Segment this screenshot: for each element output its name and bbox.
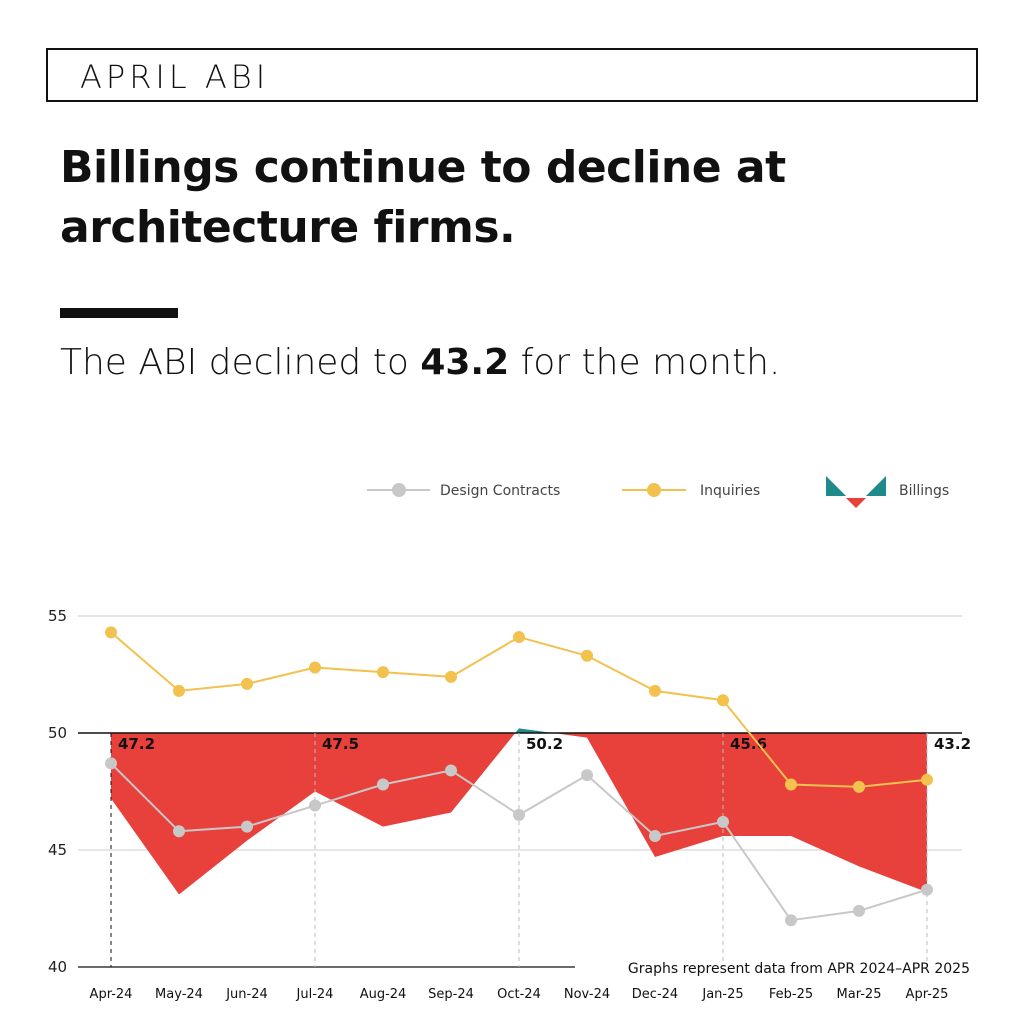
legend-design-contracts-marker <box>392 483 406 497</box>
inquiries-point <box>717 694 729 707</box>
design-contracts-point <box>105 757 117 770</box>
inquiries-point <box>241 677 253 690</box>
legend-design-contracts-label: Design Contracts <box>440 483 560 499</box>
billings-segment-below <box>111 733 179 895</box>
legend: Design Contracts Inquiries Billings <box>367 476 949 508</box>
legend-billings-label: Billings <box>899 483 949 499</box>
subheadline: The ABI declined to 43.2 for the month. <box>60 342 780 383</box>
inquiries-point <box>513 631 525 644</box>
x-tick-label: Apr-25 <box>906 987 949 1002</box>
inquiries-point <box>581 649 593 662</box>
design-contracts-point <box>241 820 253 833</box>
divider-rule <box>60 308 178 318</box>
billings-segment-below <box>791 733 859 867</box>
eyebrow-box: APRIL ABI <box>46 48 978 102</box>
x-tick-label: Jan-25 <box>701 987 743 1002</box>
x-tick-label: Mar-25 <box>837 987 882 1002</box>
subheadline-value: 43.2 <box>420 342 510 383</box>
billings-segment-below <box>723 733 791 836</box>
inquiries-point <box>309 661 321 674</box>
footnote: Graphs represent data from APR 2024–APR … <box>628 961 970 977</box>
design-contracts-point <box>173 825 185 838</box>
x-tick-label: Aug-24 <box>360 987 407 1002</box>
eyebrow-label: APRIL ABI <box>80 58 270 96</box>
design-contracts-point <box>513 808 525 821</box>
inquiries-point <box>853 780 865 793</box>
inquiries <box>105 626 933 793</box>
subheadline-prefix: The ABI declined to <box>60 342 421 383</box>
legend-billings-right-icon <box>866 476 886 496</box>
design-contracts-point <box>717 815 729 828</box>
design-contracts-point <box>853 904 865 917</box>
x-tick-label: Sep-24 <box>428 987 474 1002</box>
billings-segment-below <box>383 733 451 827</box>
billings-value-label: 47.5 <box>322 735 359 753</box>
x-tick-label: Dec-24 <box>632 987 678 1002</box>
legend-billings-left-icon <box>826 476 846 496</box>
x-tick-label: Oct-24 <box>497 987 541 1002</box>
x-tick-label: Feb-25 <box>769 987 813 1002</box>
billings-segment-below <box>179 733 247 895</box>
billings-segment-cross <box>519 728 553 733</box>
design-contracts-point <box>309 799 321 812</box>
inquiries-point <box>649 684 661 697</box>
billings-segment-cross <box>553 733 587 738</box>
design-contracts-point <box>581 769 593 782</box>
design-contracts-point <box>921 883 933 896</box>
billings-value-label: 47.2 <box>118 735 155 753</box>
billings-area-above <box>515 728 553 733</box>
subheadline-suffix: for the month. <box>509 342 781 383</box>
billings-segment-below <box>655 733 723 858</box>
inquiries-point <box>377 666 389 679</box>
x-tick-label: May-24 <box>155 987 203 1002</box>
inquiries-point <box>173 684 185 697</box>
y-tick-label-40: 40 <box>48 958 67 976</box>
billings-value-label: 43.2 <box>934 735 971 753</box>
billings-segment-below <box>247 733 315 841</box>
y-tick-label-50: 50 <box>48 724 67 742</box>
billings-segment-below <box>859 733 927 893</box>
legend-inquiries-marker <box>647 483 661 497</box>
inquiries-point <box>785 778 797 791</box>
design-contracts <box>105 757 933 927</box>
billings-value-label: 45.6 <box>730 735 767 753</box>
x-tick-label: Jun-24 <box>225 987 268 1002</box>
legend-inquiries-label: Inquiries <box>700 483 760 499</box>
y-tick-label-55: 55 <box>48 607 67 625</box>
inquiries-point <box>445 670 457 683</box>
inquiries-point <box>105 626 117 639</box>
x-tick-label: Nov-24 <box>564 987 610 1002</box>
billings-segment-cross <box>451 733 516 813</box>
y-tick-label-45: 45 <box>48 841 67 859</box>
billings-segment-below <box>587 733 655 858</box>
x-tick-label: Jul-24 <box>296 987 334 1002</box>
design-contracts-point <box>785 914 797 927</box>
x-tick-label: Apr-24 <box>90 987 133 1002</box>
billings-value-label: 50.2 <box>526 735 563 753</box>
design-contracts-point <box>445 764 457 777</box>
design-contracts-point <box>377 778 389 791</box>
headline: Billings continue to decline at architec… <box>60 142 786 253</box>
design-contracts-point <box>649 829 661 842</box>
inquiries-point <box>921 773 933 786</box>
billings-segment-cross <box>515 728 519 733</box>
legend-billings-center-icon <box>846 498 866 508</box>
billings-area-below <box>111 733 927 895</box>
billings-segment-below <box>315 733 383 827</box>
